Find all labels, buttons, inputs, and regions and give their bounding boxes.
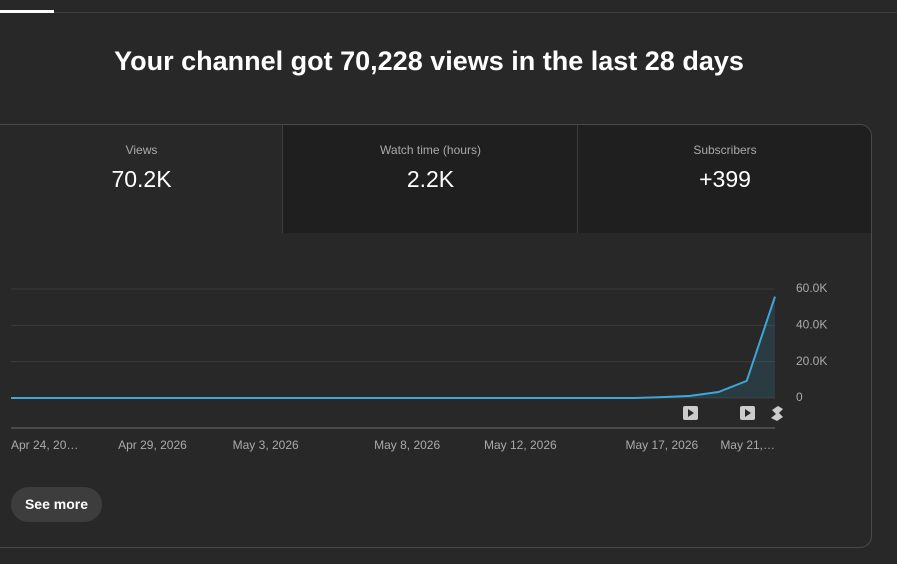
video-icon[interactable] (740, 406, 755, 420)
see-more-button[interactable]: See more (11, 487, 102, 522)
y-tick-label: 40.0K (796, 318, 827, 332)
x-tick-label: May 12, 2026 (484, 438, 557, 452)
tab-strip-line (0, 12, 897, 13)
x-tick-label: May 3, 2026 (233, 438, 299, 452)
y-tick-label: 0 (796, 390, 803, 404)
area (11, 296, 775, 398)
metric-label: Watch time (hours) (380, 143, 481, 157)
metric-value: 70.2K (111, 166, 172, 192)
metric-tab[interactable]: Watch time (hours) 2.2K (282, 125, 578, 233)
metric-tab[interactable]: Views 70.2K (0, 125, 282, 233)
tab-indicator (0, 10, 54, 13)
x-tick-label: May 8, 2026 (374, 438, 440, 452)
metrics-card: Views 70.2K Watch time (hours) 2.2K Subs… (0, 124, 872, 548)
x-tick-label: Apr 29, 2026 (118, 438, 187, 452)
video-icon[interactable] (683, 406, 698, 420)
line (11, 296, 776, 399)
y-tick-label: 20.0K (796, 354, 827, 368)
metric-label: Views (125, 143, 158, 157)
metric-value: +399 (699, 166, 751, 192)
x-tick-label: Apr 24, 20… (11, 438, 78, 452)
headline: Your channel got 70,228 views in the las… (114, 46, 744, 76)
x-tick-label: May 17, 2026 (625, 438, 698, 452)
metric-tab[interactable]: Subscribers +399 (577, 125, 871, 233)
shorts-icon[interactable] (771, 406, 783, 421)
y-tick-label: 60.0K (796, 281, 827, 295)
metric-label: Subscribers (693, 143, 757, 157)
metric-value: 2.2K (406, 166, 455, 192)
x-tick-label: May 21,… (720, 438, 775, 452)
